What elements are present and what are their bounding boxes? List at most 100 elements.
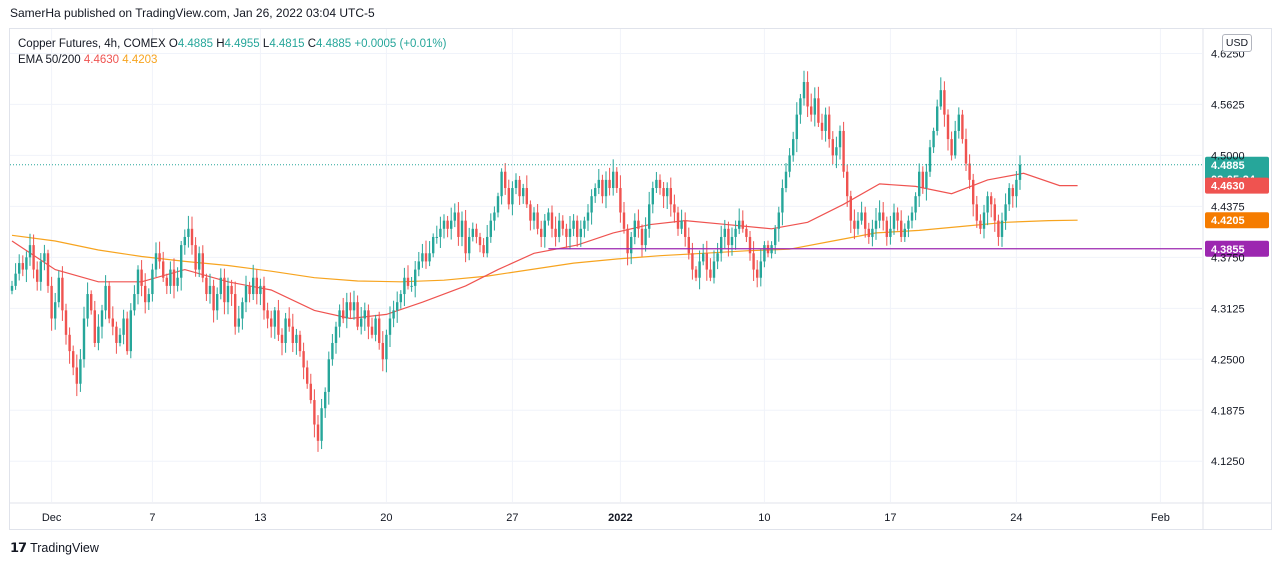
legend-ema-label[interactable]: EMA 50/200 [18,54,81,66]
candle [799,93,802,124]
candle [79,349,82,392]
candle-body [176,277,179,286]
candle [144,273,147,314]
candle [874,207,878,240]
publisher-line: SamerHa published on TradingView.com, Ja… [10,6,375,20]
candle-body [360,318,363,327]
x-tick-label: Dec [42,512,62,524]
candle-body [381,342,384,360]
candle [885,216,888,246]
candle [594,183,597,203]
candle [745,224,748,243]
candle [291,313,294,353]
candle-body [878,212,881,221]
candle-body [273,310,276,327]
candle [21,255,24,277]
candle-body [835,147,838,156]
candle-body [799,98,802,115]
candle-body [640,228,644,246]
candle [471,222,474,242]
candle-body [687,236,690,254]
candle [698,250,701,290]
candle [864,206,867,238]
candle-body [180,245,183,278]
candle-body [298,334,302,352]
candle [72,345,75,376]
legend-close-label: C [307,38,317,50]
candle [990,192,993,218]
candle-body [752,253,755,270]
candle [817,86,820,127]
candle [223,268,226,315]
candle [723,219,726,249]
candle-body [716,253,719,262]
candle [554,216,557,247]
candle [266,302,269,329]
candle [172,258,176,299]
candle-body [316,424,320,441]
candle-body [208,285,212,295]
candle [964,128,968,171]
candle [363,302,366,331]
candle-body [234,294,237,327]
candle [370,317,374,339]
candle [842,121,845,178]
candle-body [57,277,60,303]
candle [813,87,816,127]
candle [896,207,899,231]
legend-symbol[interactable]: Copper Futures, 4h, COMEX [18,38,166,50]
candle-body [673,204,676,213]
candle-body [734,228,737,237]
ema-200-line [11,219,1078,283]
candle [93,300,96,348]
candle [385,329,388,373]
y-tick-label: 4.2500 [1211,354,1245,366]
candle-body [957,114,960,131]
candle-body [241,302,244,319]
candle-body [187,228,190,237]
candle [464,209,467,263]
candle-body [705,253,708,270]
candle-body [424,253,428,262]
candle [968,154,971,189]
candle [414,261,417,298]
candle-body [990,196,993,205]
currency-button[interactable]: USD [1222,34,1252,52]
candle [482,238,485,258]
candle-body [666,188,669,197]
candle-body [856,220,860,229]
candle [529,200,532,231]
y-tick-label: 4.4375 [1211,201,1245,213]
candle [849,190,852,234]
candle-body [450,220,453,229]
candle-body [306,367,309,384]
candle-body [471,228,474,237]
candle [262,276,266,320]
candle [270,310,273,338]
candle-body [158,253,161,262]
tradingview-logo-icon[interactable]: 𝟭𝟳 [10,540,27,555]
candle-body [676,212,680,229]
candle [468,227,471,261]
candle-body [738,220,741,229]
candle-body [75,367,78,384]
candle-body [784,171,788,189]
candle [788,148,791,178]
candle-body [147,294,150,303]
candle-body [597,179,600,189]
candle [633,213,636,245]
candle [489,213,492,243]
candle-body [918,171,921,197]
candle-body [25,257,28,270]
candle-body [507,188,510,205]
candle-body [921,171,924,189]
chart-legend: Copper Futures, 4h, COMEX O4.4885 H4.495… [18,36,446,68]
candle-body [439,228,442,237]
legend-close: 4.4885 [316,38,352,50]
candle-body [194,245,197,270]
candle [496,192,500,218]
candle-body [831,139,834,156]
candle [831,131,834,165]
footer-brand[interactable]: TradingView [30,541,99,555]
